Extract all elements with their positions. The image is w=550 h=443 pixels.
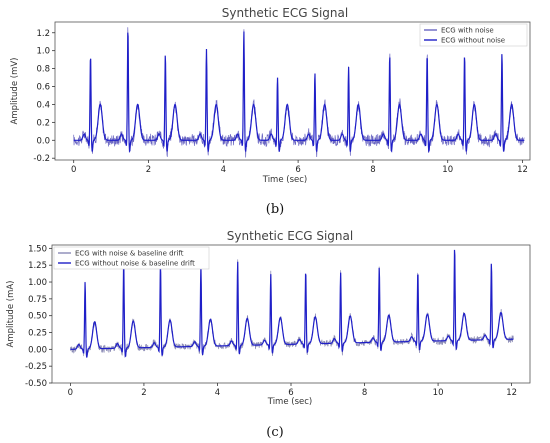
- chart-c-caption: (c): [266, 425, 283, 440]
- chart-b-ylabel: Amplitude (mV): [10, 58, 20, 125]
- chart-b-title: Synthetic ECG Signal: [222, 6, 348, 20]
- x-tick-label-6: 12: [517, 165, 528, 175]
- y-tick-label-2: 0.00: [28, 345, 47, 355]
- x-tick-label-0: 0: [68, 388, 73, 398]
- x-tick-label-5: 10: [433, 388, 444, 398]
- chart-c-xlabel: Time (sec): [267, 397, 312, 407]
- y-tick-label-3: 0.25: [28, 329, 47, 339]
- chart-c-series: [70, 249, 514, 358]
- x-tick-label-1: 2: [141, 388, 146, 398]
- chart-c-title: Synthetic ECG Signal: [227, 229, 353, 243]
- chart-b-frame: [54, 21, 531, 161]
- chart-c-ticks: 0 2 4 6 8 10 12 -0.50 -0.25 0.00 0.25 0.50 0.75 1.00 1…: [25, 244, 517, 398]
- y-tick-label-5: 0.8: [36, 65, 50, 75]
- y-tick-label-0: -0.50: [25, 379, 47, 389]
- y-tick-label-6: 1.0: [36, 47, 50, 57]
- x-tick-label-4: 8: [370, 165, 375, 175]
- y-tick-label-3: 0.4: [36, 100, 50, 110]
- chart-b-xlabel: Time (sec): [262, 175, 307, 185]
- chart-b-ticks: 0 2 4 6 8 10 12 -0.2 0.0 0.2 0.4 0.6 0.8 1.0 1.2: [33, 29, 528, 175]
- series-line-ecg-with-noise: [73, 27, 525, 158]
- chart-c-legend: ECG with noise & baseline drift ECG with…: [53, 246, 210, 270]
- y-tick-label-0: -0.2: [33, 154, 50, 164]
- x-tick-label-3: 6: [295, 165, 300, 175]
- y-tick-label-4: 0.6: [36, 83, 50, 93]
- chart-b-legend: ECG with noise ECG without noise: [419, 23, 528, 47]
- series-line-ecg-without-noise: [73, 31, 525, 154]
- series-line-ecg-without-noise-baseline-drift: [70, 249, 514, 358]
- x-tick-label-2: 4: [215, 388, 220, 398]
- chart-c-ylabel: Amplitude (mA): [6, 281, 16, 348]
- chart-b: Synthetic ECG Signal 0 2 4 6 8 10 12 -0.2 0.0 0.2…: [10, 6, 531, 217]
- chart-c-legend-box: [53, 246, 210, 270]
- x-tick-label-1: 2: [146, 165, 151, 175]
- chart-c-legend-label-1: ECG without noise & baseline drift: [75, 260, 195, 268]
- y-tick-label-1: 0.0: [36, 136, 50, 146]
- y-tick-label-7: 1.2: [36, 29, 50, 39]
- x-tick-label-2: 4: [221, 165, 226, 175]
- chart-b-series: [73, 27, 525, 158]
- chart-b-legend-box: [419, 23, 528, 47]
- y-tick-label-4: 0.50: [28, 312, 47, 322]
- chart-b-legend-label-1: ECG without noise: [441, 37, 505, 45]
- series-line-ecg-with-noise-baseline-drift: [70, 252, 514, 358]
- y-tick-label-1: -0.25: [25, 362, 47, 372]
- y-tick-label-5: 0.75: [28, 295, 47, 305]
- y-tick-label-6: 1.00: [28, 278, 47, 288]
- y-tick-label-7: 1.25: [28, 261, 47, 271]
- chart-b-caption: (b): [266, 202, 284, 217]
- chart-c-legend-label-0: ECG with noise & baseline drift: [75, 250, 184, 258]
- chart-c: Synthetic ECG Signal 0 2 4 6 8 10 12 -0.50 -0.25…: [6, 229, 531, 440]
- y-tick-label-2: 0.2: [36, 118, 50, 128]
- x-tick-label-6: 12: [506, 388, 517, 398]
- x-tick-label-0: 0: [71, 165, 76, 175]
- chart-b-legend-label-0: ECG with noise: [441, 27, 494, 35]
- x-tick-label-3: 6: [288, 388, 293, 398]
- x-tick-label-5: 10: [442, 165, 453, 175]
- y-tick-label-8: 1.50: [28, 244, 47, 254]
- x-tick-label-4: 8: [362, 388, 367, 398]
